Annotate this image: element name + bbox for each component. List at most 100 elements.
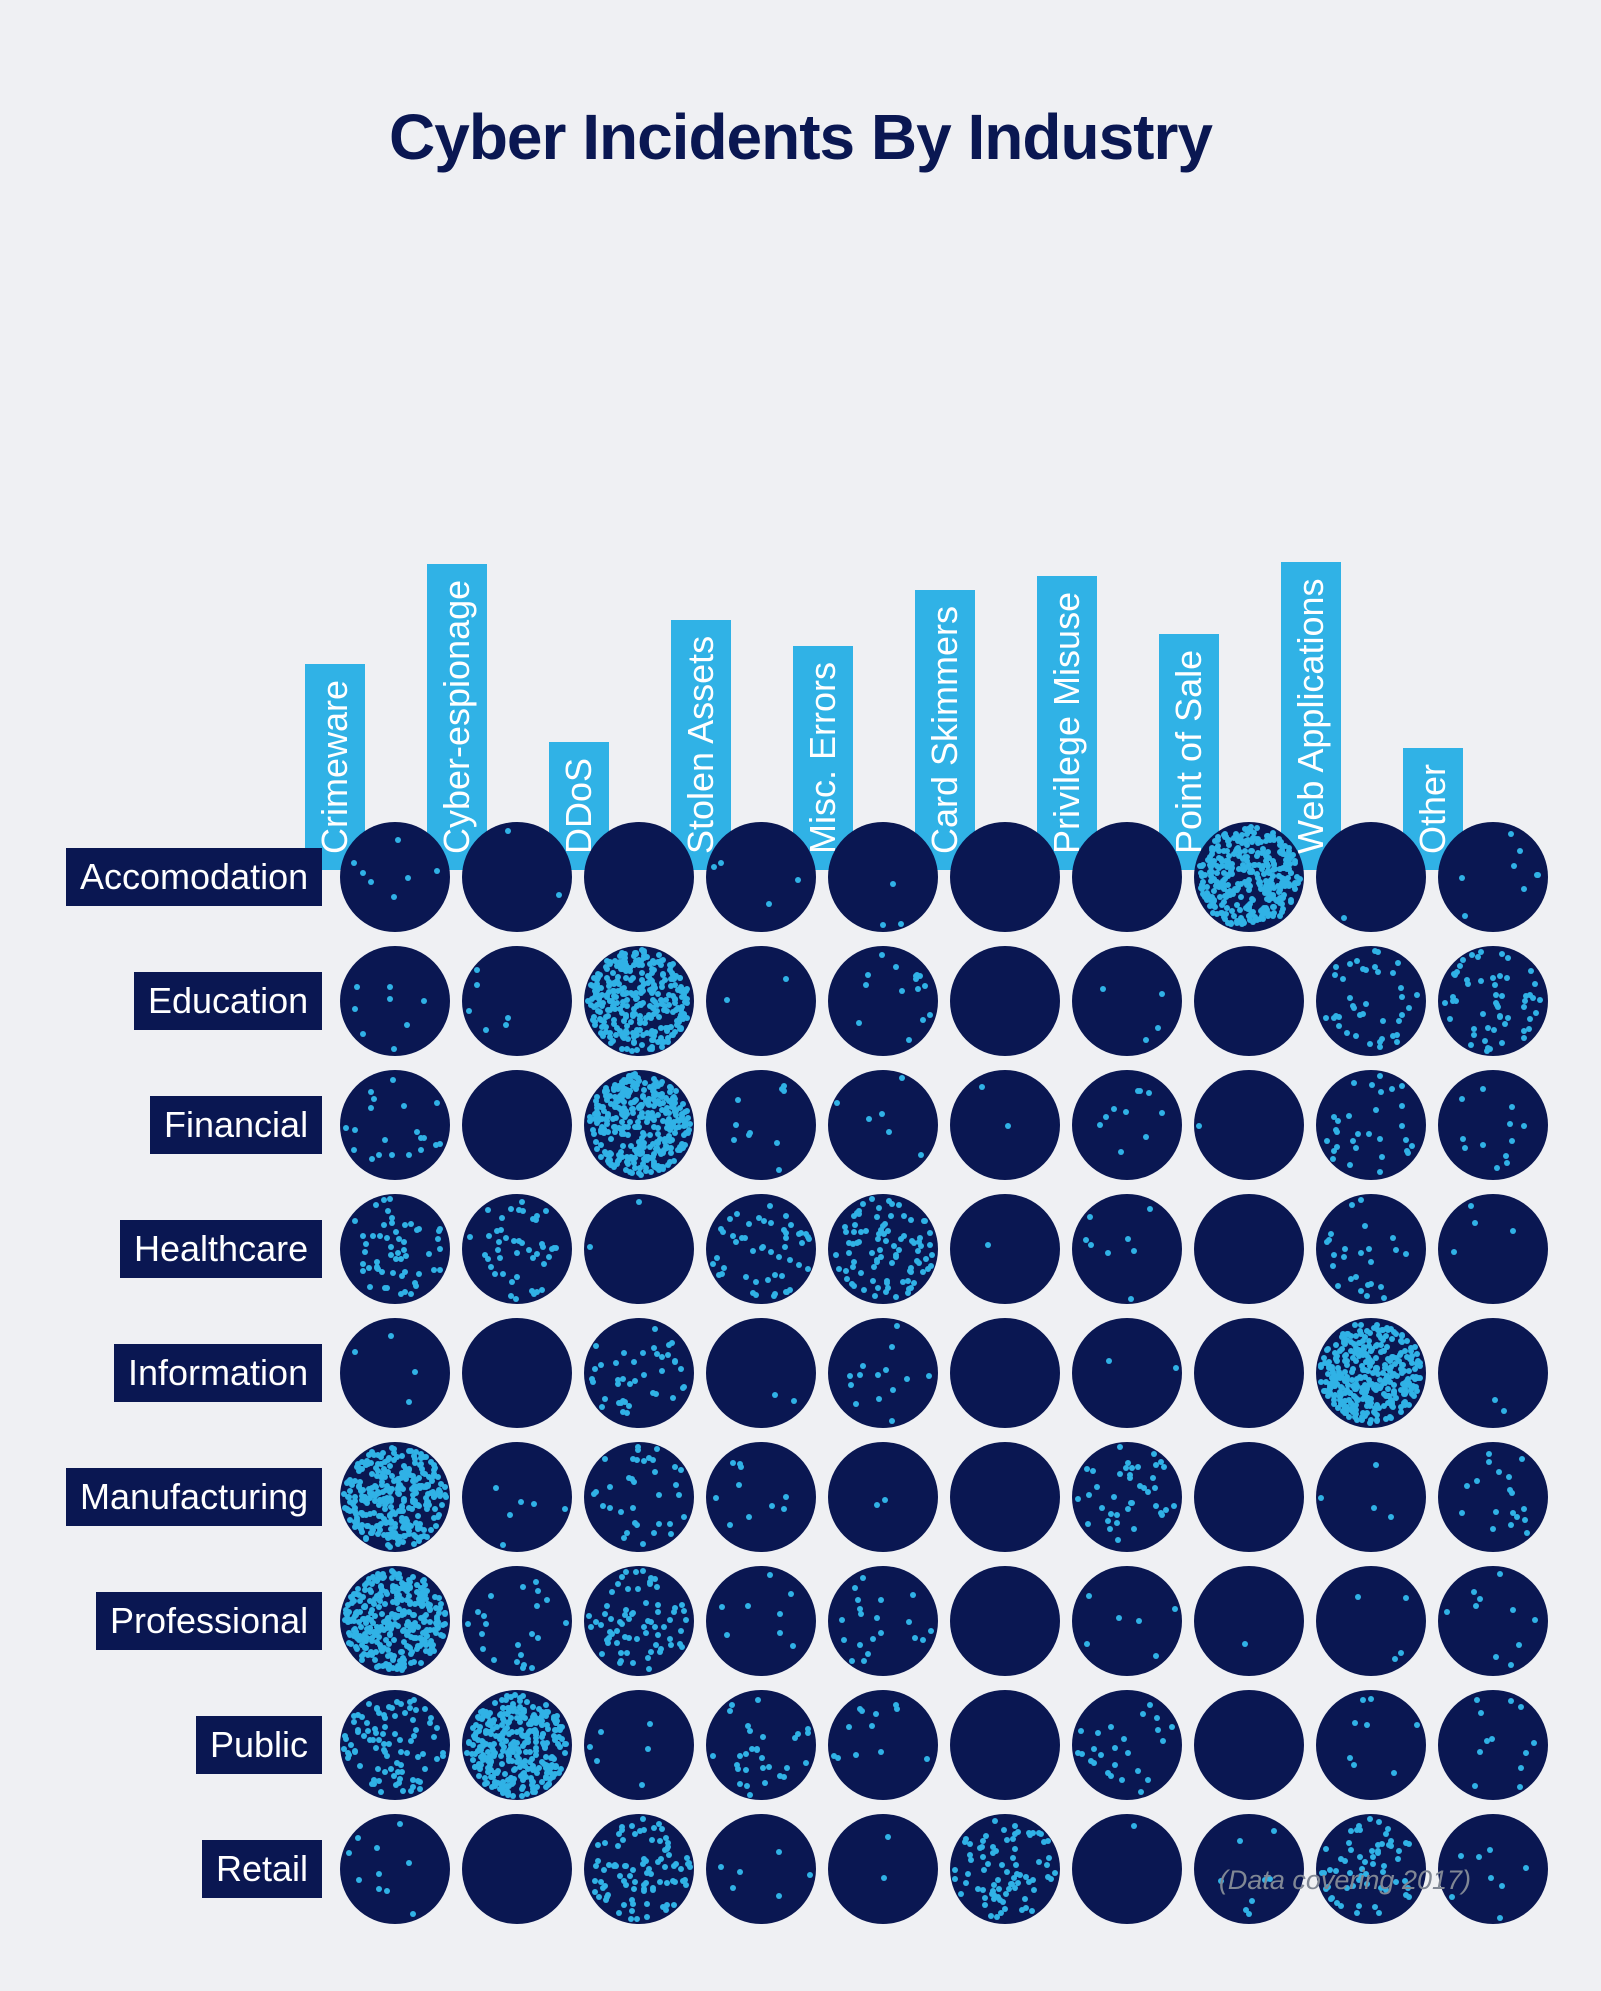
matrix-cell (462, 946, 572, 1056)
matrix-cell (1194, 1070, 1304, 1180)
matrix-cell (340, 1070, 450, 1180)
matrix-cell (1194, 1318, 1304, 1428)
matrix-cell (1072, 1318, 1182, 1428)
column-header: Privilege Misuse (1037, 576, 1097, 870)
matrix-cell (1438, 1070, 1548, 1180)
matrix-cell (950, 1194, 1060, 1304)
row-header: Public (196, 1716, 322, 1774)
matrix-cell (1438, 1442, 1548, 1552)
matrix-cell (706, 1070, 816, 1180)
matrix-cell (828, 1070, 938, 1180)
matrix-cell (706, 1194, 816, 1304)
matrix-cell (462, 822, 572, 932)
matrix-cell (950, 1318, 1060, 1428)
matrix-cell (706, 946, 816, 1056)
matrix-cell (1072, 1194, 1182, 1304)
matrix-cell (1438, 1194, 1548, 1304)
matrix-cell (828, 1566, 938, 1676)
matrix-cell (828, 946, 938, 1056)
matrix-cell (1438, 1566, 1548, 1676)
row-header: Education (134, 972, 322, 1030)
row-header: Professional (96, 1592, 322, 1650)
matrix-cell (950, 1070, 1060, 1180)
matrix-cell (340, 1194, 450, 1304)
matrix-cell (340, 1318, 450, 1428)
column-header: Web Applications (1281, 562, 1341, 870)
matrix-cell (1072, 822, 1182, 932)
matrix-cell (828, 1690, 938, 1800)
matrix-cell (462, 1070, 572, 1180)
matrix-cell (828, 1814, 938, 1924)
matrix-cell (340, 1442, 450, 1552)
matrix-cell (462, 1442, 572, 1552)
matrix-cell (706, 822, 816, 932)
matrix-cell (950, 1442, 1060, 1552)
matrix-cell (1194, 822, 1304, 932)
matrix-cell (1072, 1814, 1182, 1924)
matrix-cell (1438, 1318, 1548, 1428)
matrix-cell (950, 822, 1060, 932)
matrix-cell (462, 1814, 572, 1924)
matrix-cell (1438, 1690, 1548, 1800)
matrix-cell (828, 1194, 938, 1304)
matrix-cell (1194, 1690, 1304, 1800)
matrix-cell (1438, 822, 1548, 932)
matrix-cell (1194, 1194, 1304, 1304)
matrix-cell (1316, 1194, 1426, 1304)
matrix-cell (706, 1814, 816, 1924)
matrix-cell (950, 946, 1060, 1056)
matrix-cell (462, 1318, 572, 1428)
matrix-cell (340, 1814, 450, 1924)
matrix-cell (1438, 946, 1548, 1056)
row-header: Accomodation (66, 848, 322, 906)
chart-title: Cyber Incidents By Industry (0, 100, 1601, 174)
matrix-cell (950, 1814, 1060, 1924)
matrix-cell (584, 1566, 694, 1676)
matrix-cell (1316, 946, 1426, 1056)
matrix-cell (584, 946, 694, 1056)
column-header: Cyber-espionage (427, 564, 487, 870)
matrix-cell (950, 1690, 1060, 1800)
matrix-cell (706, 1442, 816, 1552)
matrix-cell (584, 1070, 694, 1180)
matrix-cell (706, 1318, 816, 1428)
matrix-cell (706, 1690, 816, 1800)
matrix-cell (1316, 822, 1426, 932)
row-header: Financial (150, 1096, 322, 1154)
matrix-cell (950, 1566, 1060, 1676)
column-header: Point of Sale (1159, 634, 1219, 870)
matrix-cell (1316, 1318, 1426, 1428)
matrix-cell (706, 1566, 816, 1676)
matrix-cell (1316, 1442, 1426, 1552)
matrix-cell (584, 1690, 694, 1800)
column-header: Card Skimmers (915, 590, 975, 870)
matrix-cell (1072, 1070, 1182, 1180)
matrix-cell (1194, 946, 1304, 1056)
matrix-cell (828, 1318, 938, 1428)
row-header: Manufacturing (66, 1468, 322, 1526)
matrix-cell (1194, 1442, 1304, 1552)
matrix-cell (462, 1690, 572, 1800)
matrix-cell (1072, 1690, 1182, 1800)
matrix-cell (584, 1318, 694, 1428)
matrix-cell (340, 946, 450, 1056)
row-header: Retail (202, 1840, 322, 1898)
chart-footnote: (Data covering 2017) (1219, 1865, 1471, 1896)
matrix-cell (1316, 1070, 1426, 1180)
matrix-cell (584, 822, 694, 932)
matrix-cell (1072, 946, 1182, 1056)
row-header: Information (114, 1344, 322, 1402)
matrix-cell (828, 1442, 938, 1552)
matrix-cell (1194, 1566, 1304, 1676)
matrix-cell (1072, 1566, 1182, 1676)
matrix-cell (340, 1690, 450, 1800)
column-header: Stolen Assets (671, 620, 731, 870)
matrix-cell (828, 822, 938, 932)
matrix-cell (340, 1566, 450, 1676)
matrix-cell (1316, 1690, 1426, 1800)
matrix-cell (1316, 1566, 1426, 1676)
matrix-cell (584, 1814, 694, 1924)
matrix-cell (340, 822, 450, 932)
matrix-cell (462, 1566, 572, 1676)
matrix-cell (584, 1194, 694, 1304)
